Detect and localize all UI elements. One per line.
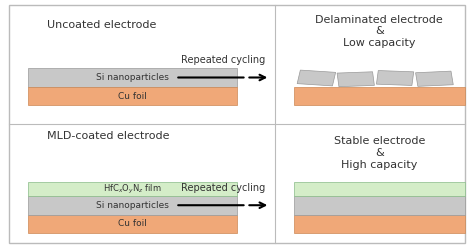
Text: Si nanoparticles: Si nanoparticles (96, 73, 169, 82)
Polygon shape (337, 72, 374, 87)
Text: Repeated cycling: Repeated cycling (181, 183, 265, 193)
Polygon shape (416, 71, 453, 86)
Bar (28, 182, 237, 196)
Bar (28, 68, 237, 87)
Bar (28, 87, 237, 105)
Text: Stable electrode
&
High capacity: Stable electrode & High capacity (334, 136, 425, 170)
Bar (294, 87, 465, 105)
Text: Delaminated electrode
&
Low capacity: Delaminated electrode & Low capacity (315, 15, 443, 48)
Text: Uncoated electrode: Uncoated electrode (47, 20, 157, 30)
Bar (28, 215, 237, 233)
Polygon shape (297, 70, 336, 86)
Text: Cu foil: Cu foil (118, 219, 147, 228)
Bar (28, 196, 237, 215)
Text: Si nanoparticles: Si nanoparticles (96, 201, 169, 210)
Text: MLD-coated electrode: MLD-coated electrode (47, 131, 170, 141)
Bar (294, 196, 465, 215)
Text: Cu foil: Cu foil (118, 92, 147, 101)
Bar (294, 182, 465, 196)
Text: HfC$_x$O$_y$N$_z$ film: HfC$_x$O$_y$N$_z$ film (103, 183, 162, 196)
Text: Repeated cycling: Repeated cycling (181, 55, 265, 65)
Bar (294, 215, 465, 233)
Polygon shape (376, 70, 414, 86)
